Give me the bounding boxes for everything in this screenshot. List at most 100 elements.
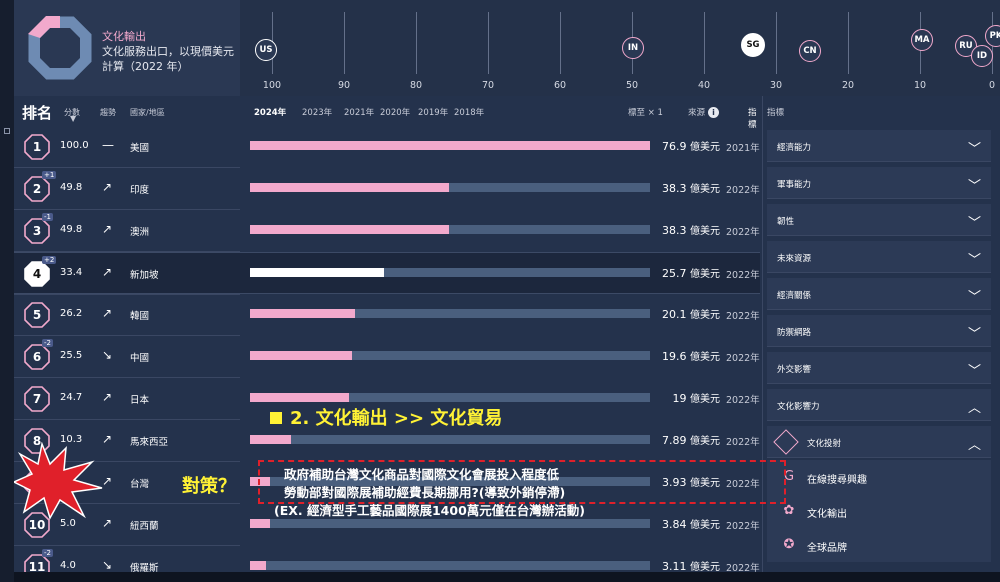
category-description: 文化服務出口，以現價美元計算（2022 年） xyxy=(102,45,234,73)
table-row[interactable]: 2 +1 49.8 ↗ 印度 38.3 億美元 2022年 xyxy=(14,168,760,210)
table-row[interactable]: 3 -1 49.8 ↗ 澳洲 38.3 億美元 2022年 xyxy=(14,210,760,252)
sort-down-icon[interactable]: ▼ xyxy=(70,114,77,123)
country-header[interactable]: 國家/地區 xyxy=(130,108,165,117)
category-title: 文化輸出 xyxy=(102,30,146,43)
table-row[interactable]: 11 -2 4.0 ↘ 俄羅斯 3.11 億美元 2022年 xyxy=(14,546,760,582)
scale-tick-label: 40 xyxy=(697,80,711,91)
category-label: 經濟能力 xyxy=(777,143,812,153)
country-name[interactable]: 韓國 xyxy=(130,311,150,322)
data-year: 2021年 xyxy=(726,143,760,154)
rank-change-badge: +1 xyxy=(42,171,57,179)
score-value: 100.0 xyxy=(60,140,89,151)
value-unit: 億美元 xyxy=(690,310,720,321)
chevron-down-icon[interactable]: ﹀ xyxy=(967,364,981,379)
value-number: 7.89 xyxy=(662,434,687,447)
value-unit: 億美元 xyxy=(690,184,720,195)
chevron-down-icon[interactable]: ﹀ xyxy=(967,290,981,305)
country-name[interactable]: 澳洲 xyxy=(130,227,150,238)
chevron-down-icon[interactable]: ﹀ xyxy=(967,327,981,342)
data-year: 2022年 xyxy=(726,563,760,574)
value-bar-track xyxy=(250,561,650,570)
table-row[interactable]: 4 +2 33.4 ↗ 新加坡 25.7 億美元 2022年 xyxy=(14,252,760,295)
value-bar-fill xyxy=(250,141,650,150)
indicator-category[interactable]: 經濟能力 ﹀ xyxy=(767,130,991,162)
scale-tick-label: 0 xyxy=(988,80,996,91)
country-marker-pk[interactable]: PK xyxy=(985,25,1000,47)
year-tab-2021年[interactable]: 2021年 xyxy=(344,108,375,118)
chevron-up-icon[interactable]: ︿ xyxy=(967,438,981,453)
chevron-down-icon[interactable]: ﹀ xyxy=(967,179,981,194)
row-divider xyxy=(14,294,240,295)
indicator-label: 指標 xyxy=(748,108,757,130)
indicator-item[interactable]: ✪ 全球品牌 xyxy=(767,528,991,562)
indicator-category[interactable]: 文化影響力 ︿ xyxy=(767,389,991,421)
score-header[interactable]: 分數 xyxy=(64,108,80,117)
country-marker-id[interactable]: ID xyxy=(971,45,993,67)
country-name[interactable]: 俄羅斯 xyxy=(130,563,159,574)
table-row[interactable]: 10 5.0 ↗ 紐西蘭 3.84 億美元 2022年 xyxy=(14,504,760,546)
year-tab-2020年[interactable]: 2020年 xyxy=(380,108,411,118)
rank-badge: 6 xyxy=(24,344,50,370)
bottom-scrollbar[interactable] xyxy=(14,572,1000,582)
country-marker-ma[interactable]: MA xyxy=(911,29,933,51)
country-name[interactable]: 紐西蘭 xyxy=(130,521,159,532)
year-tab-2023年[interactable]: 2023年 xyxy=(302,108,333,118)
value-unit: 億美元 xyxy=(690,352,720,363)
year-tab-2019年[interactable]: 2019年 xyxy=(418,108,449,118)
country-marker-cn[interactable]: CN xyxy=(799,40,821,62)
indicator-item[interactable]: G 在線搜尋興趣 xyxy=(767,460,991,494)
source-label[interactable]: 來源 i xyxy=(688,106,720,118)
rank-number: 3 xyxy=(32,224,42,238)
table-row[interactable]: 5 26.2 ↗ 韓國 20.1 億美元 2022年 xyxy=(14,294,760,336)
rank-number: 10 xyxy=(28,518,46,532)
year-tab-2018年[interactable]: 2018年 xyxy=(454,108,485,118)
subcategory-cultural-projection[interactable]: 文化投射 ︿ xyxy=(767,426,991,458)
rank-number: 1 xyxy=(32,140,42,154)
indicator-category[interactable]: 防禦網路 ﹀ xyxy=(767,315,991,347)
country-marker-in[interactable]: IN xyxy=(622,37,644,59)
chevron-down-icon[interactable]: ﹀ xyxy=(967,142,981,157)
country-name[interactable]: 中國 xyxy=(130,353,150,364)
data-year: 2022年 xyxy=(726,227,760,238)
indicator-category[interactable]: 外交影響 ﹀ xyxy=(767,352,991,384)
country-name[interactable]: 印度 xyxy=(130,185,150,196)
value-bar-track xyxy=(250,309,650,318)
chevron-up-icon[interactable]: ︿ xyxy=(967,401,981,416)
indicator-category[interactable]: 軍事能力 ﹀ xyxy=(767,167,991,199)
trend-arrow-icon: ↗ xyxy=(102,180,113,194)
value-text: 19 億美元 xyxy=(654,390,721,405)
indicator-item[interactable]: ✿ 文化輸出 xyxy=(767,494,991,528)
table-row[interactable]: 1 100.0 — 美國 76.9 億美元 2021年 xyxy=(14,126,760,168)
value-text: 3.11 億美元 xyxy=(654,558,720,573)
indicator-panel: 指標 經濟能力 ﹀ 軍事能力 ﹀ 韌性 ﹀ 未來資源 ﹀ 經濟關係 ﹀ 防禦網路 ﹀ 外交影響 ﹀ 文化影響力… xyxy=(762,96,1000,582)
table-row[interactable]: 6 -2 25.5 ↘ 中國 19.6 億美元 2022年 xyxy=(14,336,760,378)
indicator-category[interactable]: 韌性 ﹀ xyxy=(767,204,991,236)
year-tab-2024年[interactable]: 2024年 xyxy=(254,108,287,118)
chevron-down-icon[interactable]: ﹀ xyxy=(967,216,981,231)
value-unit: 億美元 xyxy=(690,478,720,489)
country-name[interactable]: 美國 xyxy=(130,143,150,154)
country-name[interactable]: 新加坡 xyxy=(130,270,159,281)
scale-tick-label: 100 xyxy=(262,80,282,91)
value-bar-fill xyxy=(250,435,292,444)
chevron-down-icon[interactable]: ﹀ xyxy=(967,253,981,268)
country-marker-us[interactable]: US xyxy=(255,39,277,61)
country-name[interactable]: 日本 xyxy=(130,395,150,406)
value-unit: 億美元 xyxy=(690,520,720,531)
annotation-title: 2. 文化輸出 >> 文化貿易 xyxy=(290,408,503,429)
info-icon[interactable]: i xyxy=(708,107,720,118)
rank-badge: 1 xyxy=(24,134,50,160)
trend-arrow-icon: — xyxy=(102,138,114,152)
rank-header[interactable]: 排名 xyxy=(22,104,53,122)
country-marker-sg[interactable]: SG xyxy=(741,33,765,57)
value-unit: 億美元 xyxy=(690,394,720,405)
table-row[interactable]: 8 10.3 ↗ 馬來西亞 7.89 億美元 2022年 xyxy=(14,420,760,462)
data-year: 2022年 xyxy=(726,437,760,448)
country-name[interactable]: 馬來西亞 xyxy=(130,437,169,448)
indicator-category[interactable]: 經濟關係 ﹀ xyxy=(767,278,991,310)
trend-arrow-icon: ↗ xyxy=(102,265,113,279)
country-name[interactable]: 台灣 xyxy=(130,479,150,490)
table-row[interactable]: 7 24.7 ↗ 日本 19 億美元 2022年 xyxy=(14,378,760,420)
value-unit: 億美元 xyxy=(690,269,720,280)
indicator-category[interactable]: 未來資源 ﹀ xyxy=(767,241,991,273)
